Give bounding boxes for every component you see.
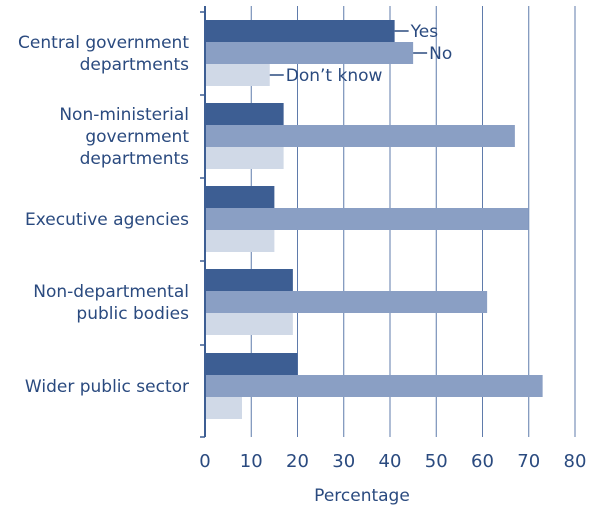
x-tick-label: 20 (286, 451, 309, 472)
bar-no-0 (205, 42, 414, 64)
bar-don-t-know-3 (205, 313, 293, 335)
legend-label: Don’t know (286, 66, 383, 86)
bar-don-t-know-0 (205, 64, 270, 86)
category-labels: Central governmentdepartmentsNon-ministe… (18, 33, 189, 397)
x-tick-label: 0 (199, 451, 210, 472)
category-label: Non-departmental (33, 282, 189, 302)
bar-yes-3 (205, 269, 293, 291)
x-tick-label: 40 (379, 451, 402, 472)
category-label: departments (80, 55, 190, 75)
x-tick-labels: 0 10 20 30 40 50 60 70 80 (199, 451, 586, 472)
bar-don-t-know-1 (205, 147, 284, 169)
legend-label: No (429, 44, 452, 64)
x-tick-label: 50 (425, 451, 448, 472)
bar-yes-1 (205, 103, 284, 125)
category-label: departments (80, 149, 190, 169)
x-tick-label: 30 (332, 451, 355, 472)
bar-no-1 (205, 125, 515, 147)
x-tick-label: 10 (240, 451, 263, 472)
bars (205, 20, 543, 419)
legend-label: Yes (410, 22, 439, 42)
x-axis-title: Percentage (314, 486, 410, 506)
category-label: Non-ministerial (59, 105, 189, 125)
bar-no-4 (205, 375, 543, 397)
category-label: Wider public sector (25, 377, 189, 397)
bar-don-t-know-2 (205, 230, 275, 252)
category-label: Executive agencies (25, 210, 189, 230)
bar-yes-2 (205, 186, 275, 208)
bar-yes-0 (205, 20, 395, 42)
x-tick-label: 70 (517, 451, 540, 472)
y-axis (200, 6, 206, 438)
x-tick-label: 60 (471, 451, 494, 472)
category-label: government (85, 127, 189, 147)
bar-yes-4 (205, 353, 298, 375)
category-label: Central government (18, 33, 189, 53)
bar-no-3 (205, 291, 488, 313)
category-label: public bodies (76, 304, 189, 324)
x-tick-label: 80 (564, 451, 587, 472)
bar-don-t-know-4 (205, 397, 242, 419)
bar-no-2 (205, 208, 529, 230)
